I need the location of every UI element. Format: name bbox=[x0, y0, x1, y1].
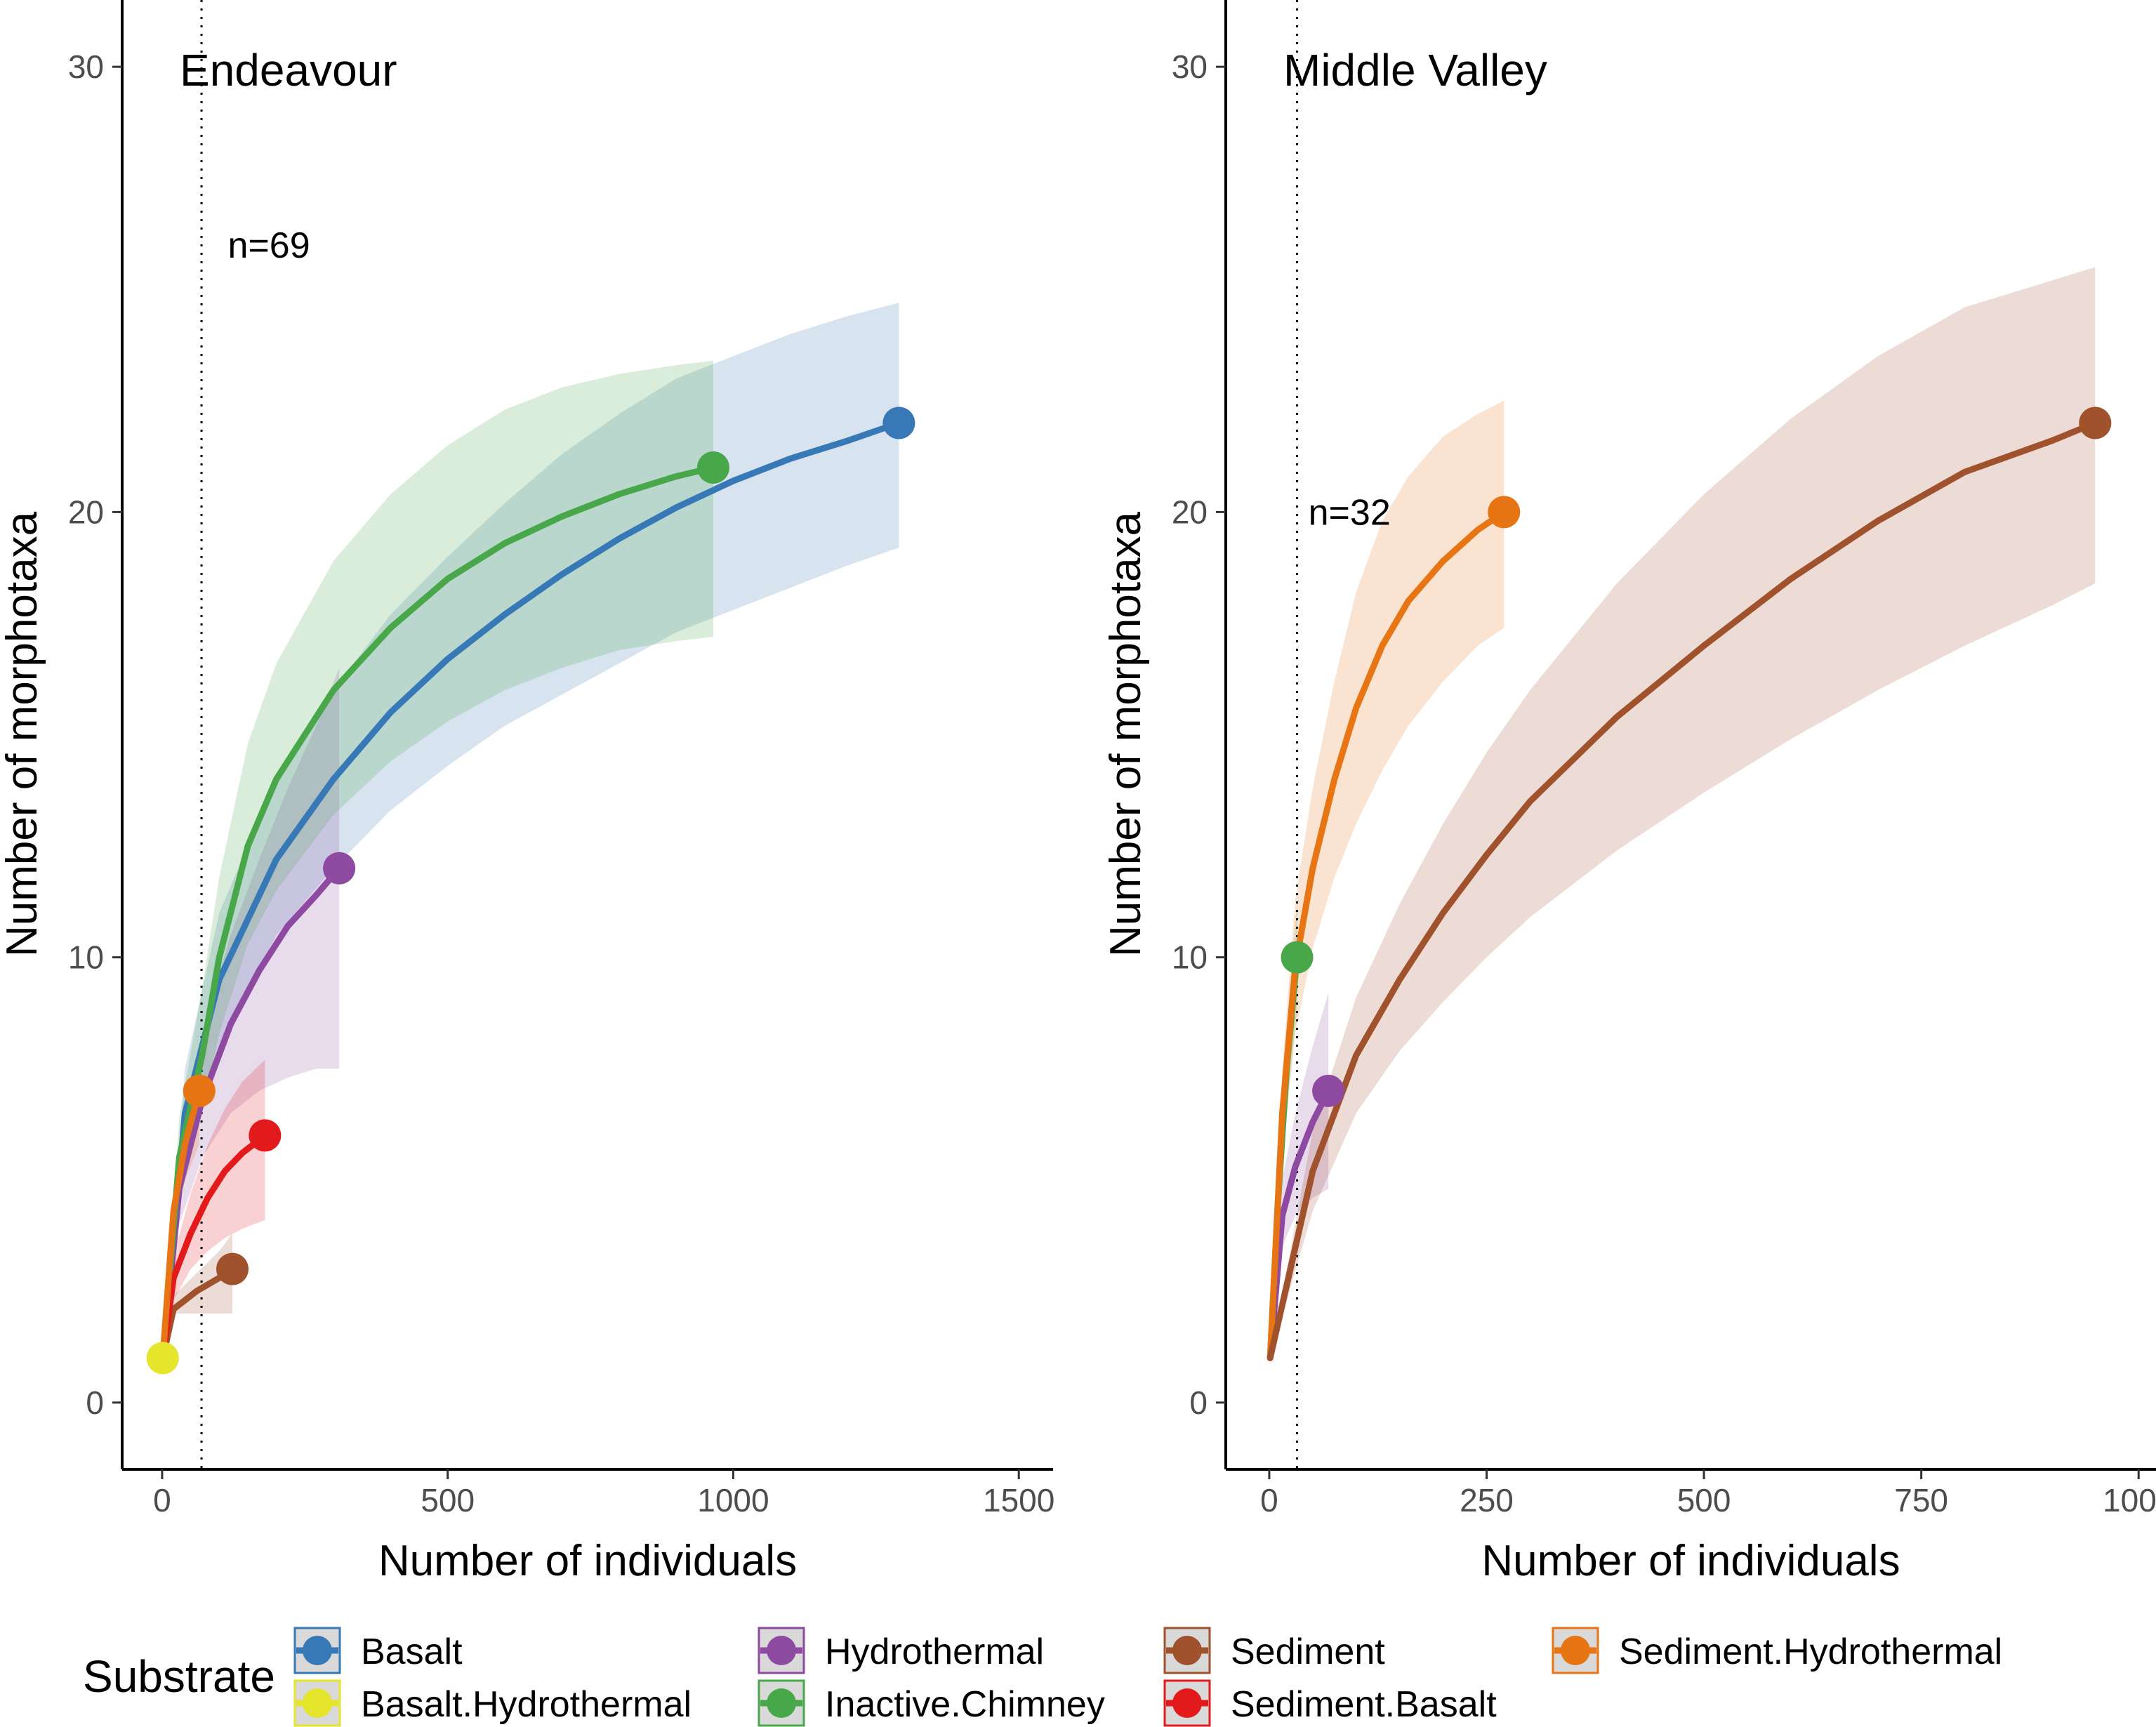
y-axis-title: Number of morphotaxa bbox=[0, 511, 46, 957]
y-tick-label: 20 bbox=[1172, 494, 1208, 530]
end-point-sediment bbox=[216, 1252, 249, 1285]
legend-key-point bbox=[1172, 1688, 1202, 1718]
y-tick-label: 30 bbox=[68, 48, 104, 85]
end-point-sediment-hydrothermal bbox=[1488, 496, 1521, 529]
series-line-sediment-hydrothermal bbox=[159, 1087, 203, 1361]
x-tick-label: 0 bbox=[1260, 1482, 1278, 1518]
legend-label: Sediment.Hydrothermal bbox=[1619, 1632, 2002, 1672]
confidence-band-sediment-basalt bbox=[162, 1059, 265, 1358]
end-point-sediment bbox=[2079, 406, 2112, 439]
legend-title: Substrate bbox=[83, 1651, 275, 1702]
y-tick-label: 0 bbox=[86, 1384, 104, 1421]
legend-label: Basalt bbox=[361, 1632, 463, 1672]
x-axis-title: Number of individuals bbox=[1481, 1537, 1900, 1585]
y-tick-label: 30 bbox=[1172, 48, 1208, 85]
confidence-band-sediment-hydrothermal bbox=[1270, 400, 1504, 1358]
panel-title: Endeavour bbox=[180, 45, 397, 95]
sample-size-annotation: n=32 bbox=[1309, 492, 1391, 533]
series-line-sediment bbox=[1267, 420, 2098, 1361]
confidence-band-basalt bbox=[162, 303, 899, 1358]
confidence-band-sediment bbox=[162, 1233, 232, 1358]
y-tick-label: 10 bbox=[1172, 939, 1208, 976]
x-tick-label: 0 bbox=[153, 1482, 171, 1518]
legend-key-point bbox=[1561, 1636, 1590, 1665]
y-tick-label: 20 bbox=[68, 494, 104, 530]
x-tick-label: 1500 bbox=[983, 1482, 1054, 1518]
legend-key-point bbox=[303, 1636, 332, 1665]
end-point-sediment-hydrothermal bbox=[183, 1074, 216, 1107]
legend-label: Basalt.Hydrothermal bbox=[361, 1684, 692, 1725]
series-line-sediment-hydrothermal bbox=[1267, 508, 1507, 1361]
legend-key-point bbox=[303, 1688, 332, 1718]
legend-label: Sediment.Basalt bbox=[1231, 1684, 1497, 1725]
end-point-inactive-chimney bbox=[696, 451, 729, 484]
end-point-sediment-basalt bbox=[249, 1119, 282, 1152]
legend-label: Sediment bbox=[1231, 1632, 1385, 1672]
end-point-basalt bbox=[882, 406, 915, 439]
x-tick-label: 500 bbox=[1677, 1482, 1731, 1518]
legend: Substrate Basalt Basalt.Hydrothermal Hydrot… bbox=[83, 1627, 2002, 1727]
legend-item-sediment: Sediment bbox=[1163, 1627, 1385, 1674]
series-line-sediment-basalt bbox=[159, 1132, 268, 1361]
legend-label: Hydrothermal bbox=[825, 1632, 1044, 1672]
legend-item-sediment-basalt: Sediment.Basalt bbox=[1163, 1679, 1497, 1727]
series-line-hydrothermal bbox=[1267, 1087, 1332, 1361]
x-tick-label: 500 bbox=[421, 1482, 475, 1518]
legend-item-basalt-hydrothermal: Basalt.Hydrothermal bbox=[293, 1679, 692, 1727]
confidence-band-sediment bbox=[1270, 267, 2096, 1358]
legend-item-inactive-chimney: Inactive.Chimney bbox=[758, 1679, 1105, 1727]
legend-key-point bbox=[1172, 1636, 1202, 1665]
confidence-band-inactive-chimney bbox=[162, 360, 714, 1358]
legend-item-hydrothermal: Hydrothermal bbox=[758, 1627, 1044, 1674]
end-point-hydrothermal bbox=[1312, 1074, 1345, 1107]
x-axis-title: Number of individuals bbox=[378, 1537, 797, 1585]
legend-key-point bbox=[767, 1688, 796, 1718]
x-tick-label: 1000 bbox=[697, 1482, 769, 1518]
y-axis-title: Number of morphotaxa bbox=[1102, 511, 1150, 957]
legend-key-point bbox=[767, 1636, 796, 1665]
panel-middle-valley: 0 10 20 30 0 250 500 750 1000 Number of individua… bbox=[1102, 0, 2156, 1585]
legend-item-sediment-hydrothermal: Sediment.Hydrothermal bbox=[1552, 1627, 2002, 1674]
y-tick-label: 10 bbox=[68, 939, 104, 976]
end-point-hydrothermal bbox=[323, 852, 356, 885]
x-tick-label: 750 bbox=[1894, 1482, 1948, 1518]
end-point-inactive-chimney bbox=[1281, 941, 1314, 974]
end-point-basalt-hydrothermal bbox=[146, 1342, 179, 1375]
series-line-basalt bbox=[159, 420, 902, 1361]
legend-label: Inactive.Chimney bbox=[825, 1684, 1105, 1725]
panel-title: Middle Valley bbox=[1283, 45, 1547, 95]
confidence-band-hydrothermal bbox=[162, 668, 340, 1358]
sample-size-annotation: n=69 bbox=[227, 225, 310, 266]
x-tick-label: 250 bbox=[1460, 1482, 1514, 1518]
series-line-inactive-chimney bbox=[159, 464, 717, 1361]
panel-endeavour: 0 10 20 30 0 500 1000 1500 Number of individuals… bbox=[0, 0, 1054, 1585]
y-tick-label: 0 bbox=[1189, 1384, 1208, 1421]
x-tick-label: 1000 bbox=[2103, 1482, 2156, 1518]
legend-item-basalt: Basalt bbox=[293, 1627, 463, 1674]
